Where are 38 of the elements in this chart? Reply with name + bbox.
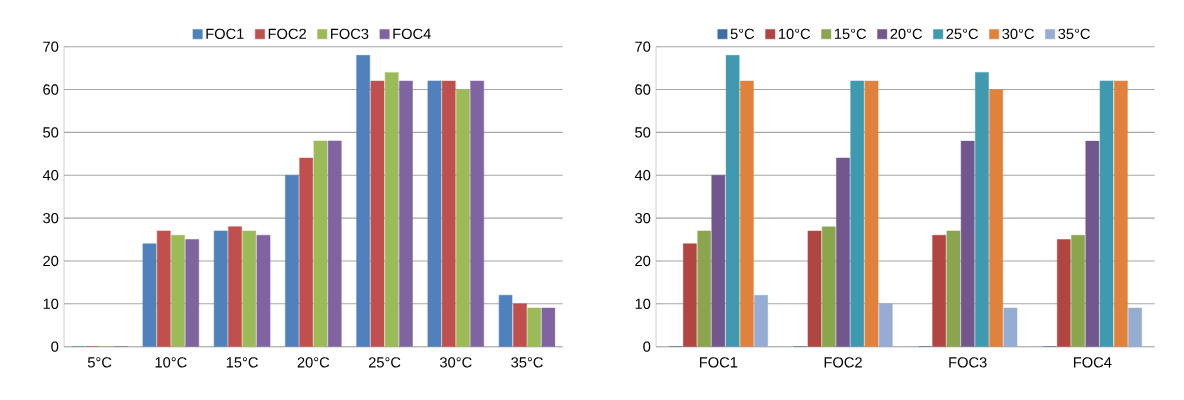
x-tick-label: FOC3 [949,357,987,368]
x-tick-label: 25°C [368,357,401,368]
y-tick-label: 40 [42,170,59,181]
y-tick-label: 60 [43,84,59,95]
x-tick-label: 10°C [155,357,187,368]
y-tick-label: 0 [643,341,651,352]
legend-label: 35°C [1058,28,1090,40]
legend-label: 10°C [778,28,811,40]
y-tick-label: 10 [43,298,59,309]
y-tick-label: 20 [635,255,651,267]
x-tick-label: 15°C [226,357,258,368]
x-tick-label: 20°C [297,357,330,368]
y-tick-label: 50 [635,127,651,138]
x-tick-label: FOC2 [824,357,862,368]
legend-label: 20°C [890,28,923,40]
x-tick-label: 30°C [439,357,472,368]
legend-label: 25°C [946,28,978,40]
legend-label: 30°C [1002,28,1034,40]
y-tick-label: 20 [43,255,59,267]
y-tick-label: 70 [43,41,59,52]
legend-label: FOC4 [393,28,431,40]
x-tick-label: 35°C [511,357,543,368]
y-tick-label: 60 [635,84,651,95]
y-tick-label: 0 [51,341,59,352]
y-tick-label: 40 [634,170,651,181]
legend-label: 5°C [730,28,755,40]
y-tick-label: 10 [635,298,651,309]
x-tick-label: 5°C [87,357,112,368]
y-tick-label: 70 [635,41,651,52]
y-tick-label: 50 [43,127,59,138]
legend-label: FOC1 [206,28,244,40]
y-tick-label: 30 [635,212,651,224]
legend-label: 15°C [834,28,867,40]
y-tick-label: 30 [43,212,59,224]
legend-label: FOC2 [268,28,306,40]
legend-label: FOC3 [331,28,369,40]
x-tick-label: FOC1 [700,357,738,368]
x-tick-label: FOC4 [1074,357,1112,368]
